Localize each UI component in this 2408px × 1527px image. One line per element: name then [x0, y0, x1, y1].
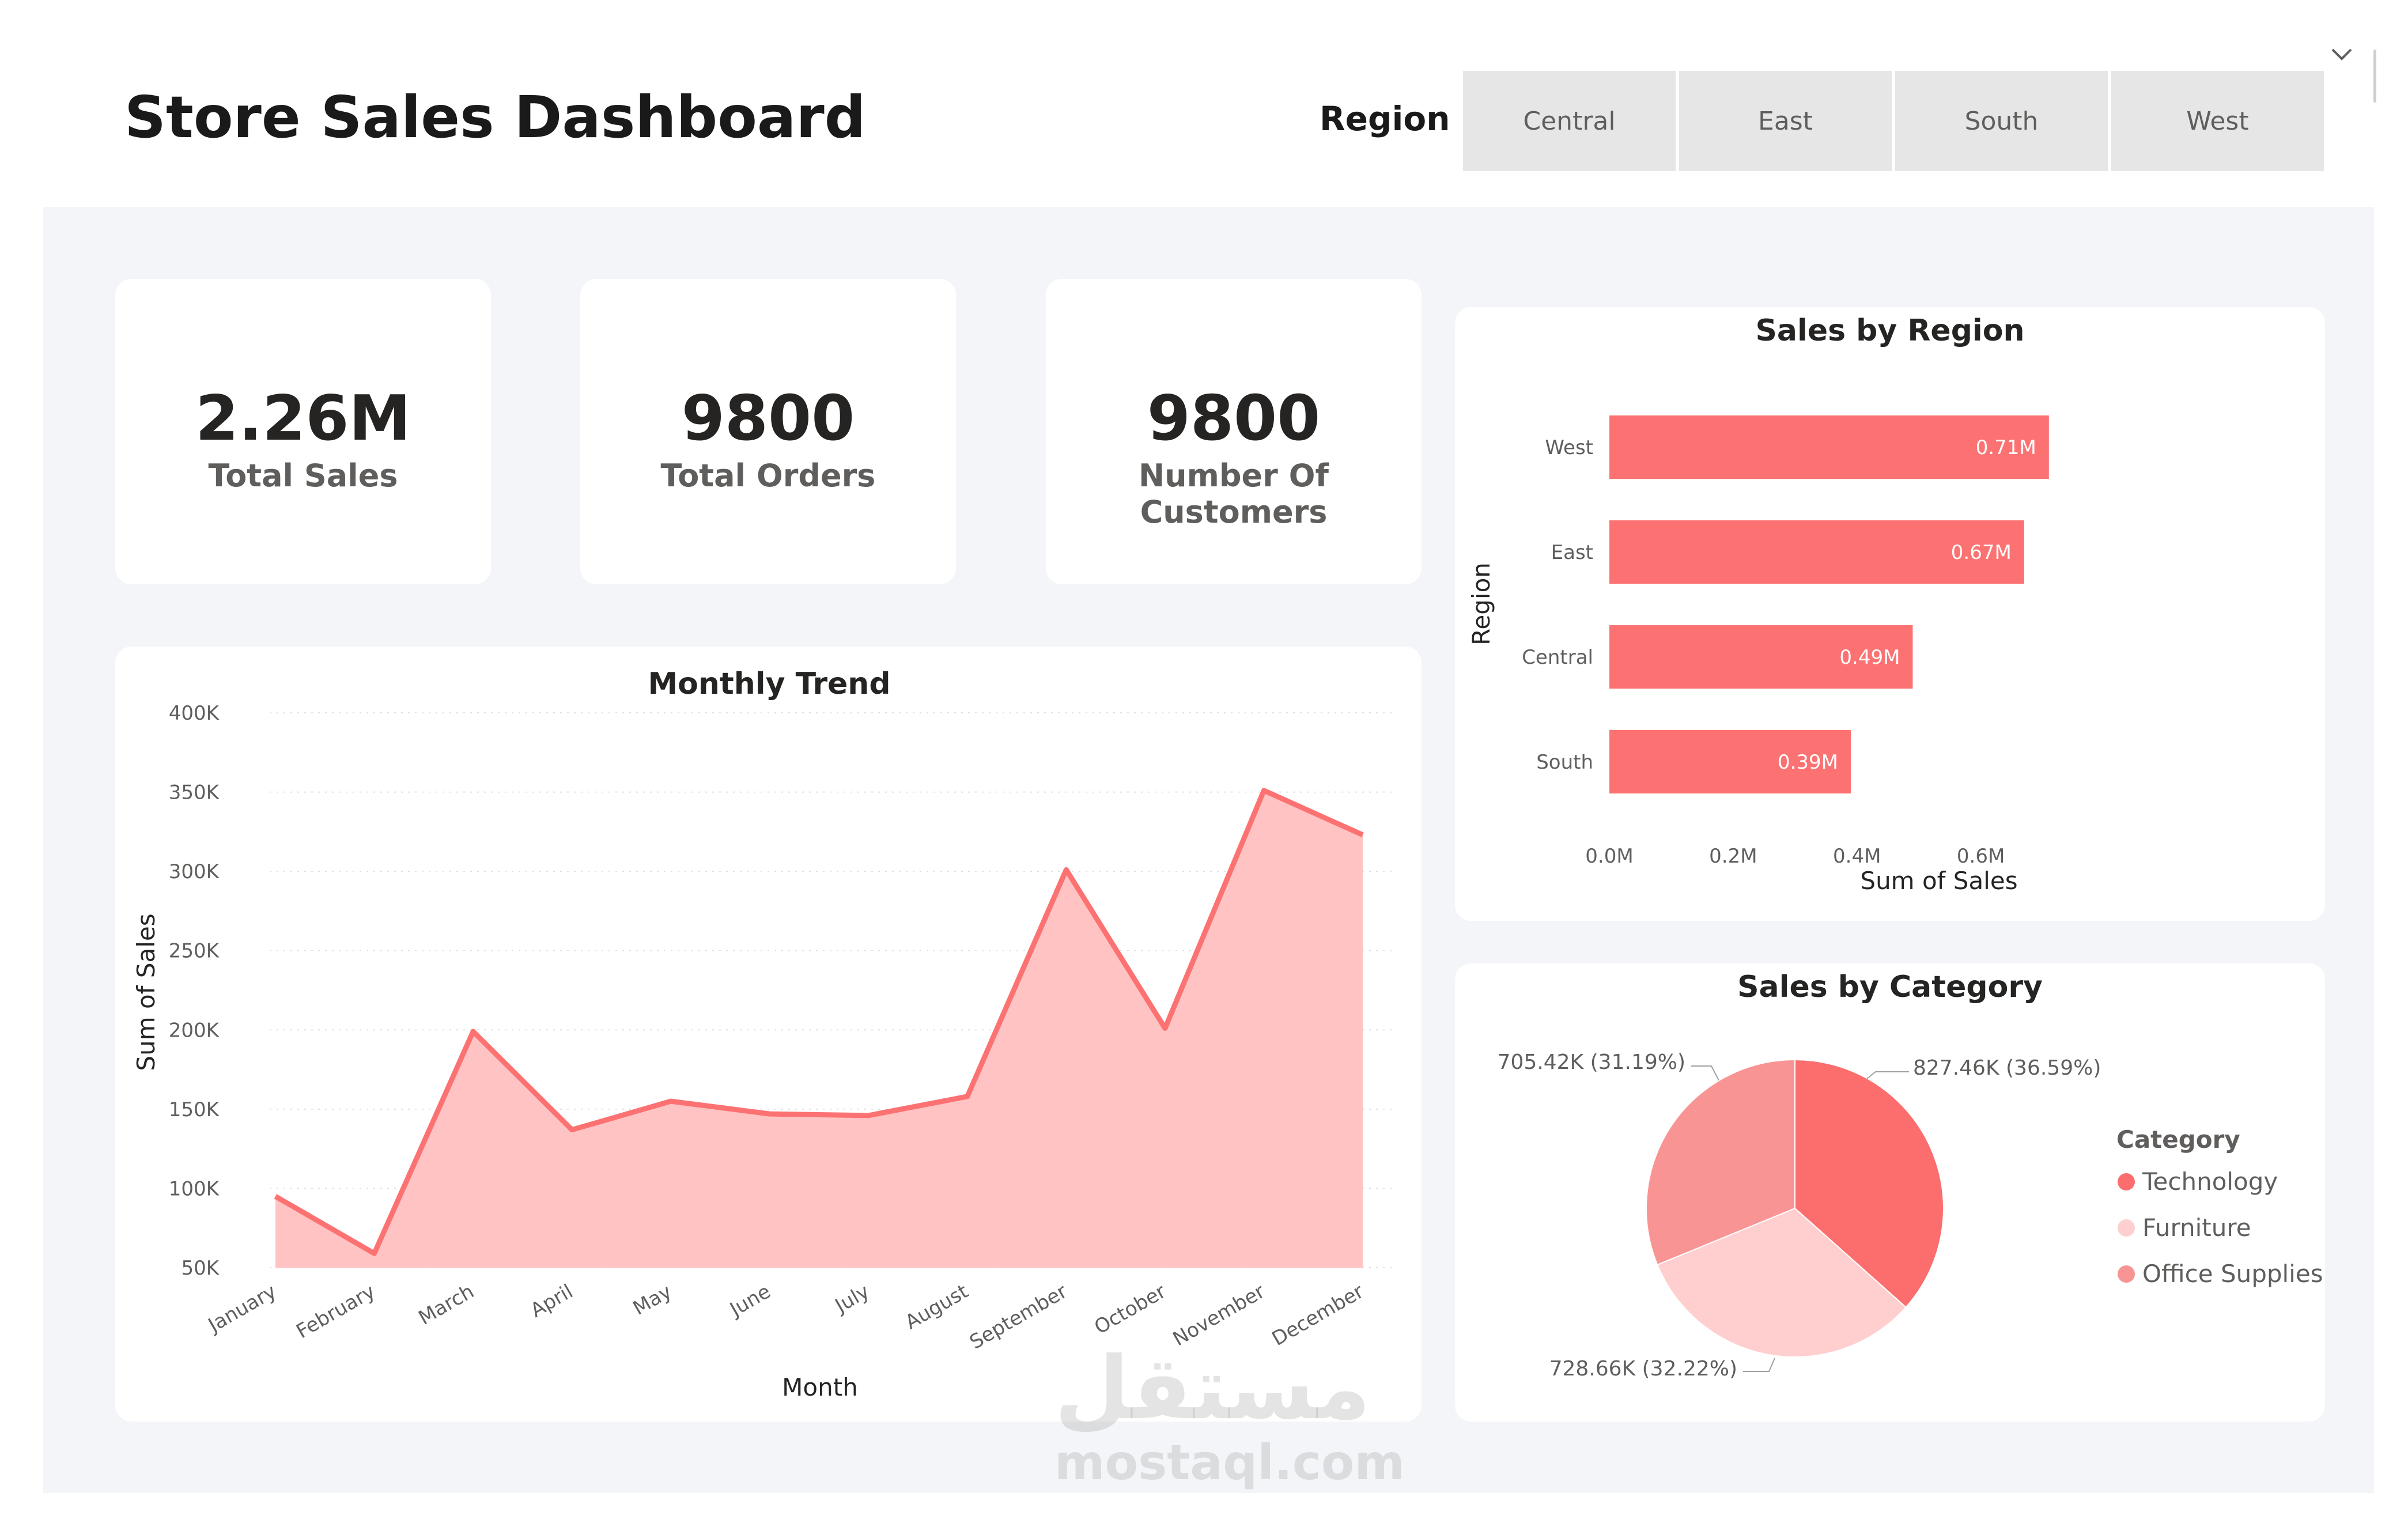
region-slicer-central-button[interactable]: Central — [1463, 71, 1676, 171]
region-x-tick-label: 0.4M — [1833, 845, 1881, 868]
region-bar-data-label: 0.67M — [1951, 541, 2012, 564]
region-bar-data-label: 0.71M — [1976, 436, 2036, 459]
region-slicer-label: Region — [1320, 99, 1450, 138]
pie-slice-data-label: 827.46K (36.59%) — [1913, 1056, 2101, 1080]
sales-by-region-title: Sales by Region — [1755, 313, 2024, 348]
sales-by-category-chart: Sales by Category 827.46K (36.59%) 728.66… — [1498, 970, 2323, 1381]
region-category-label: South — [1536, 751, 1593, 774]
pie-leader-line — [1691, 1065, 1719, 1081]
monthly-trend-x-tick-label: August — [901, 1280, 972, 1334]
kpi-total-orders-value: 9800 — [681, 383, 855, 455]
monthly-trend-y-tick-label: 50K — [181, 1257, 220, 1280]
monthly-trend-chart: Monthly Trend 50K 100K 150K 200K 250K 300K 350… — [132, 667, 1394, 1401]
pie-slice[interactable] — [1656, 1207, 1907, 1358]
region-slicer-east-button[interactable]: East — [1679, 71, 1892, 171]
legend-marker — [2118, 1173, 2135, 1190]
chevron-down-icon[interactable] — [2329, 45, 2354, 65]
region-bar-data-label: 0.39M — [1778, 751, 1838, 774]
watermark-latin-text: mostaql.com — [1054, 1434, 1405, 1491]
region-bar[interactable] — [1609, 730, 1851, 793]
watermark-arabic-text: مستقل — [1054, 1339, 1371, 1439]
sales-by-region-chart: Sales by Region West 0.71M East 0.67M Centra… — [1467, 313, 2049, 895]
sales-by-category-card: Sales by Category 827.46K (36.59%) 728.66… — [1455, 963, 2325, 1422]
sales-by-category-title: Sales by Category — [1737, 970, 2043, 1004]
legend-marker — [2118, 1219, 2135, 1237]
monthly-trend-x-tick-label: April — [527, 1280, 577, 1322]
legend-item-label[interactable]: Furniture — [2142, 1214, 2251, 1242]
kpi-card-total-orders: 9800 Total Orders — [580, 279, 956, 584]
region-category-label: West — [1545, 436, 1593, 459]
monthly-trend-y-tick-label: 400K — [169, 702, 220, 725]
monthly-trend-y-axis-title: Sum of Sales — [132, 913, 160, 1071]
pie-leader-line — [1743, 1358, 1775, 1372]
region-slicer-south-button[interactable]: South — [1895, 71, 2108, 171]
monthly-trend-y-tick-label: 350K — [169, 781, 220, 804]
monthly-trend-y-tick-label: 100K — [169, 1177, 220, 1200]
monthly-trend-card: Monthly Trend 50K 100K 150K 200K 250K 300K 350… — [115, 647, 1422, 1422]
region-category-label: Central — [1522, 646, 1593, 669]
region-x-tick-label: 0.0M — [1585, 845, 1633, 868]
monthly-trend-x-tick-label: June — [725, 1280, 774, 1322]
monthly-trend-y-tick-label: 300K — [169, 860, 220, 883]
region-x-tick-label: 0.2M — [1709, 845, 1757, 868]
pie-slice[interactable] — [1646, 1059, 1795, 1266]
monthly-trend-y-tick-label: 250K — [169, 940, 220, 963]
monthly-trend-x-tick-label: July — [830, 1280, 874, 1318]
monthly-trend-x-tick-label: January — [203, 1280, 280, 1337]
region-category-label: East — [1551, 541, 1593, 564]
watermark-logo: مستقل mostaql.com — [1054, 1339, 1405, 1504]
kpi-total-orders-label: Total Orders — [660, 458, 876, 494]
region-bar[interactable] — [1609, 415, 2049, 479]
region-bar-data-label: 0.49M — [1839, 646, 1900, 669]
region-bar[interactable] — [1609, 625, 1913, 689]
kpi-card-number-of-customers: 9800 Number Of Customers — [1046, 279, 1422, 584]
legend-item-label[interactable]: Technology — [2142, 1167, 2278, 1196]
region-slicer-west-button[interactable]: West — [2111, 71, 2324, 171]
monthly-trend-line — [274, 788, 1364, 1256]
scrollbar[interactable] — [2373, 50, 2376, 103]
sales-by-region-y-axis-title: Region — [1467, 562, 1495, 645]
sales-by-region-x-axis-title: Sum of Sales — [1860, 867, 2017, 895]
monthly-trend-x-tick-label: October — [1091, 1280, 1170, 1339]
legend-item-label[interactable]: Office Supplies — [2142, 1260, 2323, 1288]
monthly-trend-title: Monthly Trend — [648, 667, 890, 701]
pie-slice-data-label: 728.66K (32.22%) — [1549, 1357, 1737, 1381]
kpi-total-sales-label: Total Sales — [208, 458, 398, 494]
pie-legend-title: Category — [2116, 1125, 2240, 1154]
monthly-trend-x-tick-label: March — [415, 1280, 478, 1329]
kpi-customers-label: Number Of Customers — [1138, 458, 1329, 530]
pie-slice[interactable] — [1794, 1059, 1944, 1309]
page-title: Store Sales Dashboard — [124, 84, 866, 151]
kpi-total-sales-value: 2.26M — [195, 383, 411, 455]
legend-marker — [2118, 1265, 2135, 1283]
pie-leader-line — [1866, 1071, 1909, 1079]
region-x-tick-label: 0.6M — [1957, 845, 2005, 868]
region-bar[interactable] — [1609, 520, 2024, 584]
kpi-card-total-sales: 2.26M Total Sales — [115, 279, 491, 584]
sales-by-region-card: Sales by Region West 0.71M East 0.67M Centra… — [1455, 307, 2325, 921]
monthly-trend-y-tick-label: 150K — [169, 1098, 220, 1121]
monthly-trend-area — [275, 790, 1363, 1268]
monthly-trend-x-axis-title: Month — [782, 1373, 858, 1401]
monthly-trend-x-tick-label: February — [293, 1280, 379, 1343]
monthly-trend-y-tick-label: 200K — [169, 1019, 220, 1042]
kpi-customers-value: 9800 — [1147, 383, 1321, 455]
pie-slice-data-label: 705.42K (31.19%) — [1498, 1050, 1685, 1074]
monthly-trend-x-tick-label: May — [629, 1280, 676, 1320]
